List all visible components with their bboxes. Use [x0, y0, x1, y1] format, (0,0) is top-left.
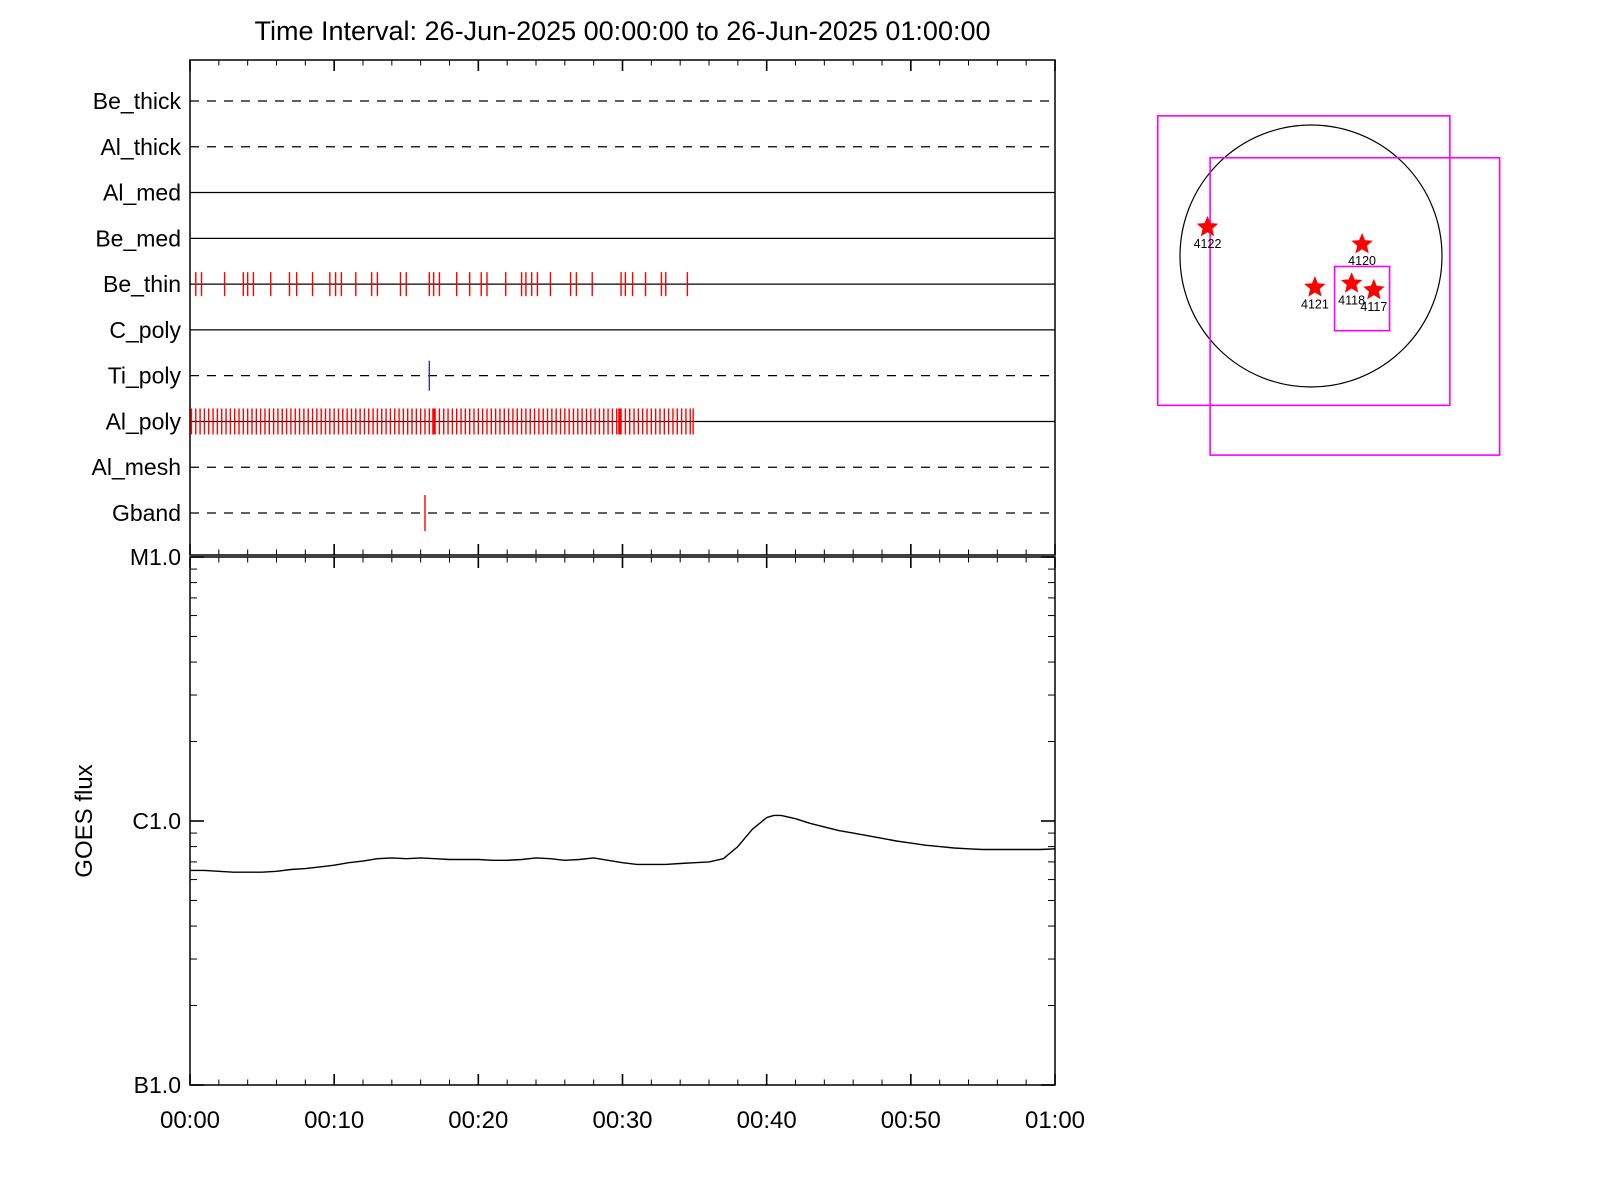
active-region-star-4122	[1196, 215, 1219, 237]
active-region-label-4117: 4117	[1360, 300, 1387, 314]
goes-ytick-label-B1.0: B1.0	[134, 1072, 181, 1098]
row-label-Ti_poly: Ti_poly	[108, 363, 182, 389]
row-label-Gband: Gband	[112, 500, 181, 526]
active-region-star-4118	[1340, 272, 1363, 293]
active-region-star-4117	[1363, 278, 1385, 300]
timeline-panel: Be_thick Al_thick Al_med Be_med Be_thin C_pol…	[92, 59, 1056, 556]
goes-flux-curve	[190, 814, 1056, 873]
plot-title: Time Interval: 26-Jun-2025 00:00:00 to 2…	[254, 16, 991, 46]
fov-box-1	[1156, 115, 1451, 407]
row-label-Al_poly: Al_poly	[106, 408, 182, 434]
active-region-star-4120	[1351, 232, 1373, 254]
row-label-Be_med: Be_med	[95, 225, 181, 251]
row-label-C_poly: C_poly	[109, 317, 181, 343]
row-label-Al_thick: Al_thick	[100, 134, 181, 160]
fov-box-3	[1333, 265, 1391, 332]
goes-frame	[189, 556, 1056, 1086]
row-label-Be_thin: Be_thin	[103, 271, 181, 297]
solar-limb	[1179, 124, 1443, 388]
goes-ytick-label-M1.0: M1.0	[130, 544, 181, 570]
active-region-star-4121	[1304, 276, 1326, 297]
active-region-label-4118: 4118	[1338, 294, 1365, 308]
x-axis-label: 01:00	[1025, 1107, 1085, 1134]
timeline-frame	[189, 59, 1056, 556]
row-label-Be_thick: Be_thick	[93, 88, 182, 114]
x-axis-label: 00:00	[160, 1107, 220, 1134]
goes-axis-title: GOES flux	[71, 764, 98, 877]
x-axis-label: 00:40	[737, 1107, 797, 1134]
x-axis-label: 00:10	[304, 1107, 364, 1134]
x-axis-label: 00:50	[881, 1107, 941, 1134]
x-axis-label: 00:20	[448, 1107, 508, 1134]
row-label-Al_med: Al_med	[103, 180, 181, 206]
goes-ytick-label-C1.0: C1.0	[132, 808, 181, 834]
row-label-Al_mesh: Al_mesh	[92, 454, 181, 480]
active-region-label-4120: 4120	[1348, 254, 1376, 268]
active-region-label-4122: 4122	[1194, 237, 1222, 251]
fov-box-2	[1209, 156, 1501, 456]
active-region-label-4121: 4121	[1301, 297, 1329, 311]
x-axis-label: 00:30	[592, 1107, 652, 1134]
goes-panel: B1.0 C1.0 M1.0 00:00 00:10 00:20 00:30 00:40 00:…	[71, 544, 1085, 1134]
